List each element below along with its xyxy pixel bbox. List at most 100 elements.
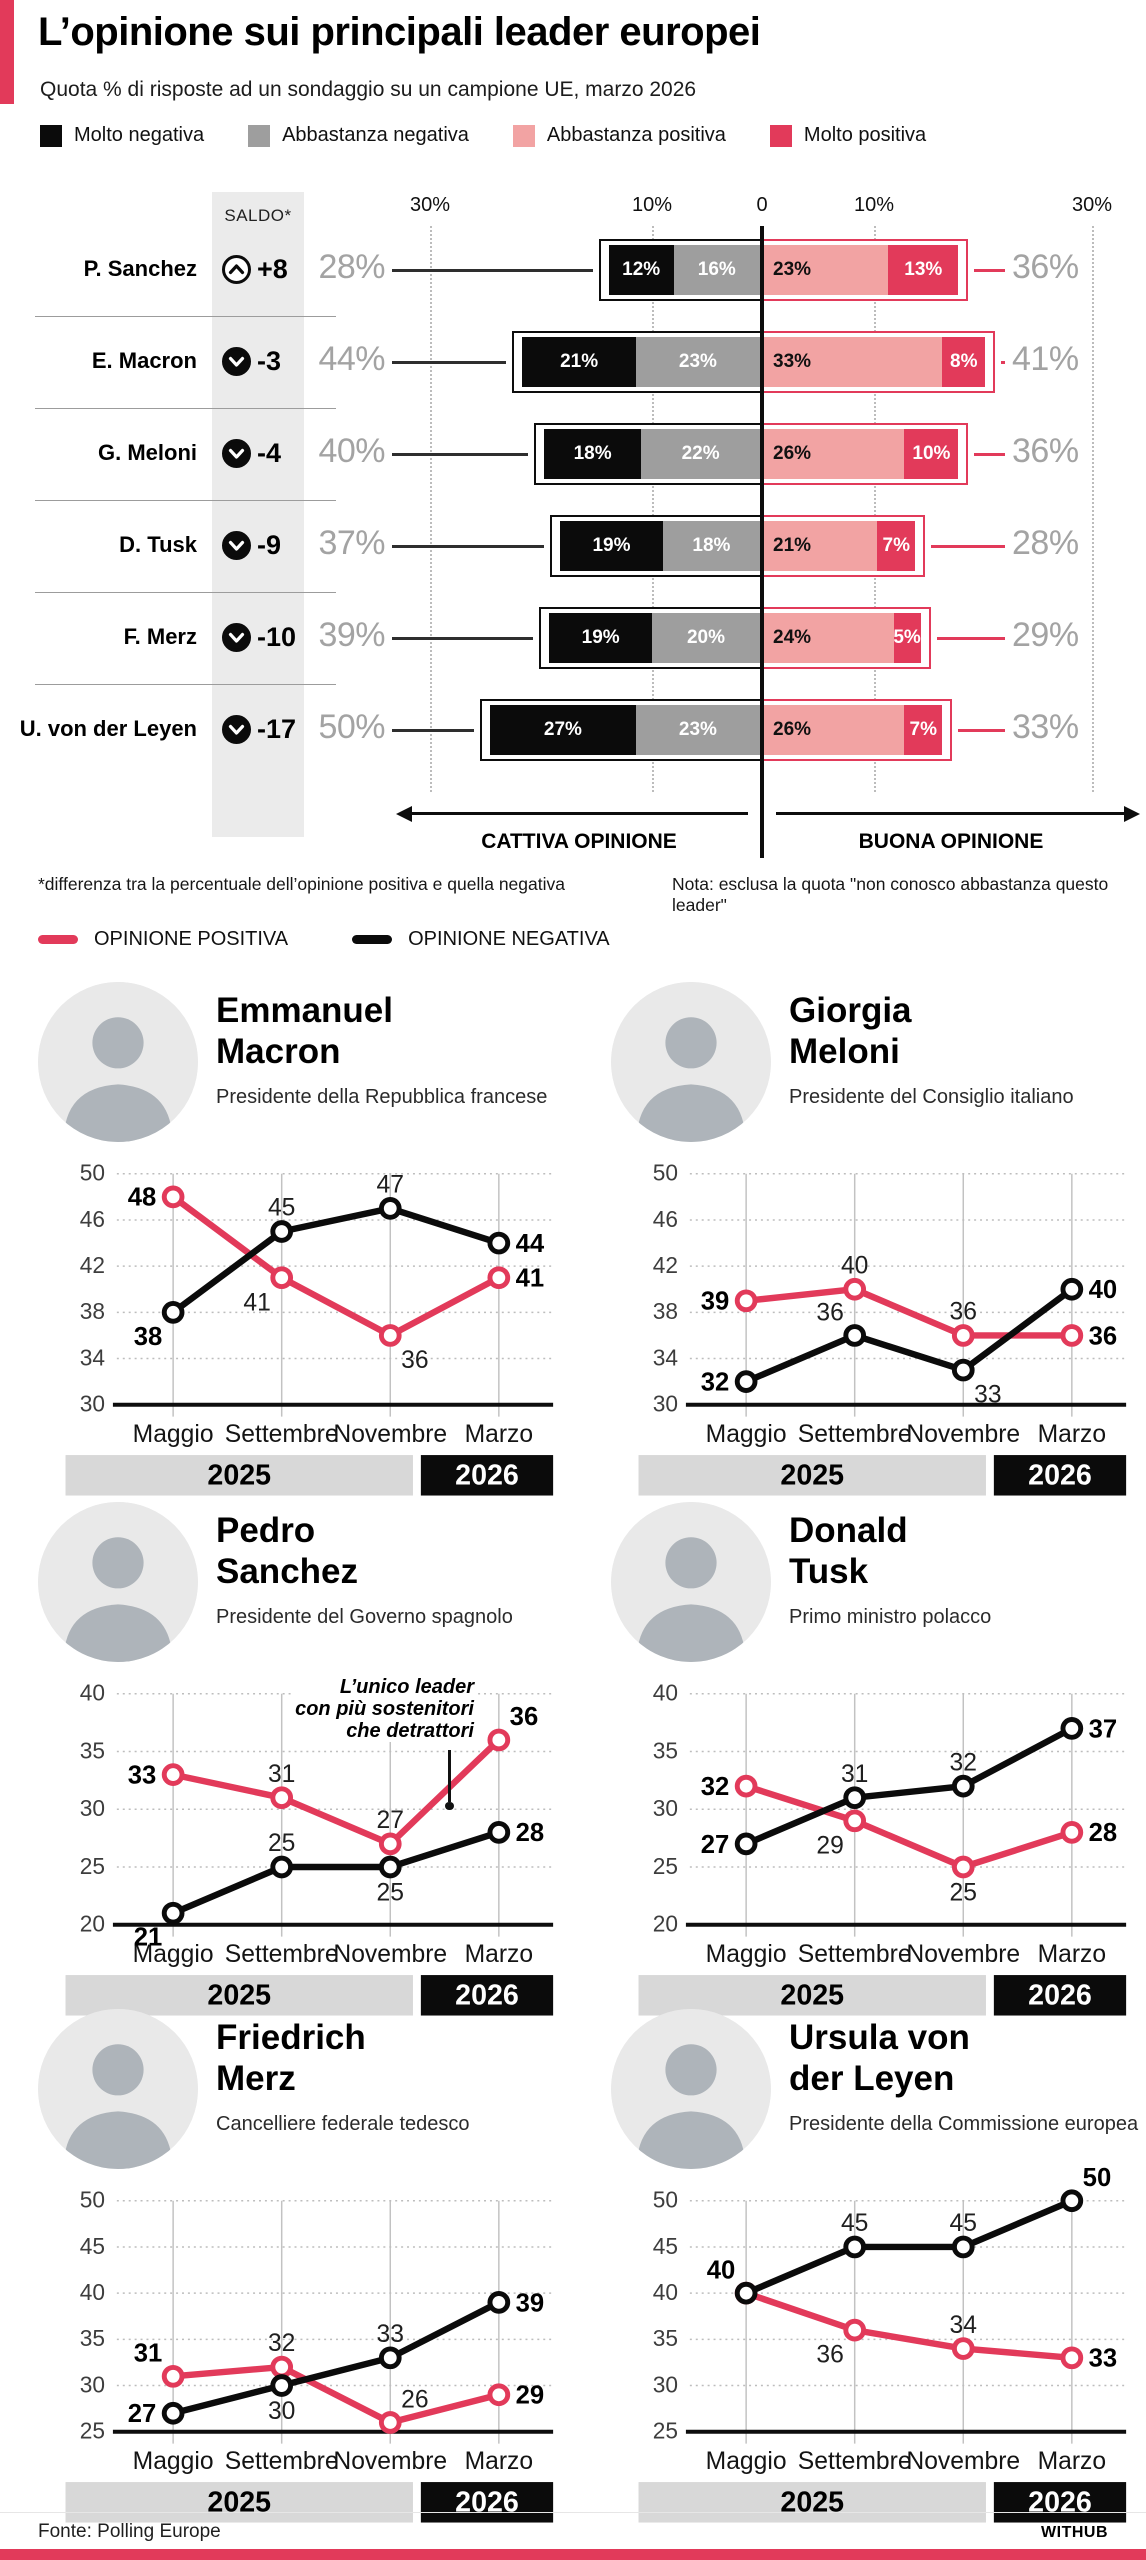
meloni-photo [611,982,771,1142]
brand-logo: WITHUB [1041,2524,1108,2541]
positive-bar-box: 24% 5% [762,607,931,669]
bar-segment-abbastanza-negativa: 20% [651,613,760,663]
leader-chart: 50 45 40 35 30 25 Maggio Settembre Novembre Marzo… [30,2183,563,2528]
year-band-2026-label: 2026 [455,1980,519,2012]
positive-point-marker [161,1185,185,1209]
saldo-number: -4 [257,438,282,468]
merz-photo [38,2009,198,2169]
positive-point-marker [734,1774,758,1798]
y-tick-label: 30 [80,1391,105,1417]
axis-tick-label: 0 [756,194,768,216]
leader-row-name: F. Merz [123,624,197,649]
saldo-number: -17 [257,714,297,744]
positive-line [172,2363,500,2426]
good-opinion-label: BUONA OPINIONE [858,830,1044,853]
year-band-2026-label: 2026 [455,2487,519,2519]
positive-total-label: 33% [1012,708,1079,746]
leader-header: Pedro Sanchez Presidente del Governo spagn… [20,1498,573,1674]
leader-name: Ursula von der Leyen [789,2017,1138,2099]
positive-point-marker [843,1809,867,1833]
bar-segment-abbastanza-negativa: 23% [635,337,760,387]
year-band-2026 [993,1975,1127,2016]
bar-segment-molto-positiva: 10% [904,429,959,479]
bar-segment-molto-positiva: 5% [893,613,921,663]
negative-line [744,2197,1074,2297]
positive-value-label: 39 [701,1288,730,1316]
legend-label: Abbastanza positiva [546,124,726,146]
legend-item: Molto negativa [40,124,204,147]
negative-value-label: 28 [516,1819,545,1847]
negative-total-label: 28% [318,248,385,286]
positive-total-label: 29% [1012,616,1079,654]
month-label: Novembre [906,1421,1020,1448]
year-band-2025 [638,1975,986,2016]
year-band-2025 [638,2482,986,2523]
saldo-value: +8 [221,254,288,285]
trend-down-icon [222,623,251,652]
negative-value-label: 45 [950,2210,977,2237]
positive-value-label: 41 [516,1265,545,1293]
month-label: Maggio [706,2448,787,2475]
positive-total-label: 28% [1012,524,1079,562]
negative-value-label: 38 [134,1323,163,1351]
month-label: Novembre [333,1941,447,1968]
negative-connector-line [392,637,534,640]
month-label: Maggio [706,1941,787,1968]
positive-value-label: 36 [950,1299,977,1326]
negative-line [171,1829,500,1917]
negative-value-label: 30 [268,2398,295,2425]
tusk-photo [611,1502,771,1662]
saldo-number: -3 [257,346,282,376]
line-legend-item: OPINIONE NEGATIVA [352,928,610,951]
year-band-2026-label: 2026 [1028,2487,1092,2519]
row-separator [35,500,336,501]
footnote-nota: Nota: esclusa la quota "non conosco abba… [672,874,1109,915]
positive-connector-line [936,637,1005,640]
negative-point-marker [734,1832,758,1856]
negative-total-label: 40% [318,432,385,470]
negative-value-label: 27 [701,1831,730,1859]
positive-point-marker [270,1266,294,1290]
negative-point-marker [1060,1277,1084,1301]
legend-swatch [40,124,62,147]
bar-segment-abbastanza-positiva: 23% [764,245,889,295]
negative-point-marker [951,1774,975,1798]
year-band-2025 [65,1455,413,1496]
row-separator [35,684,336,685]
leader-row-name: U. von der Leyen [19,716,197,741]
source-credit: Fonte: Polling Europe [38,2521,221,2542]
y-tick-label: 46 [653,1206,678,1232]
category-legend: Molto negativa Abbastanza negativa Abbasta… [40,124,926,147]
leader-name-line: Giorgia [789,991,912,1030]
year-band-2026 [420,2482,554,2523]
saldo-value: -3 [221,346,281,377]
negative-value-label: 33 [974,1382,1001,1409]
negative-total-label: 39% [318,616,385,654]
positive-value-label: 34 [950,2312,977,2339]
positive-value-label: 28 [1089,1819,1118,1847]
leader-name-line: Macron [216,1032,341,1071]
saldo-number: -10 [257,622,297,652]
leader-name-line: Tusk [789,1552,869,1591]
positive-point-marker [1060,1324,1084,1347]
negative-point-marker [270,1855,294,1879]
positive-value-label: 27 [377,1807,404,1834]
negative-value-label: 40 [707,2256,736,2284]
y-tick-label: 42 [80,1252,105,1278]
bar-segment-abbastanza-positiva: 21% [764,521,878,571]
bar-segment-molto-positiva: 8% [942,337,986,387]
y-tick-label: 20 [653,1911,678,1937]
negative-point-marker [378,2346,402,2370]
leader-chart: 40 35 30 25 20 Maggio Settembre Novembre Marzo 20… [603,1676,1136,2021]
y-tick-label: 50 [80,2187,105,2213]
positive-line [745,1286,1072,1339]
negative-bar-box: 12% 16% [598,239,762,301]
negative-line [744,1286,1074,1385]
leader-photo [611,982,771,1142]
bar-segment-molto-negativa: 19% [549,613,652,663]
y-tick-label: 25 [653,1853,678,1879]
year-band-2025 [65,2482,413,2523]
month-label: Settembre [225,1941,339,1968]
